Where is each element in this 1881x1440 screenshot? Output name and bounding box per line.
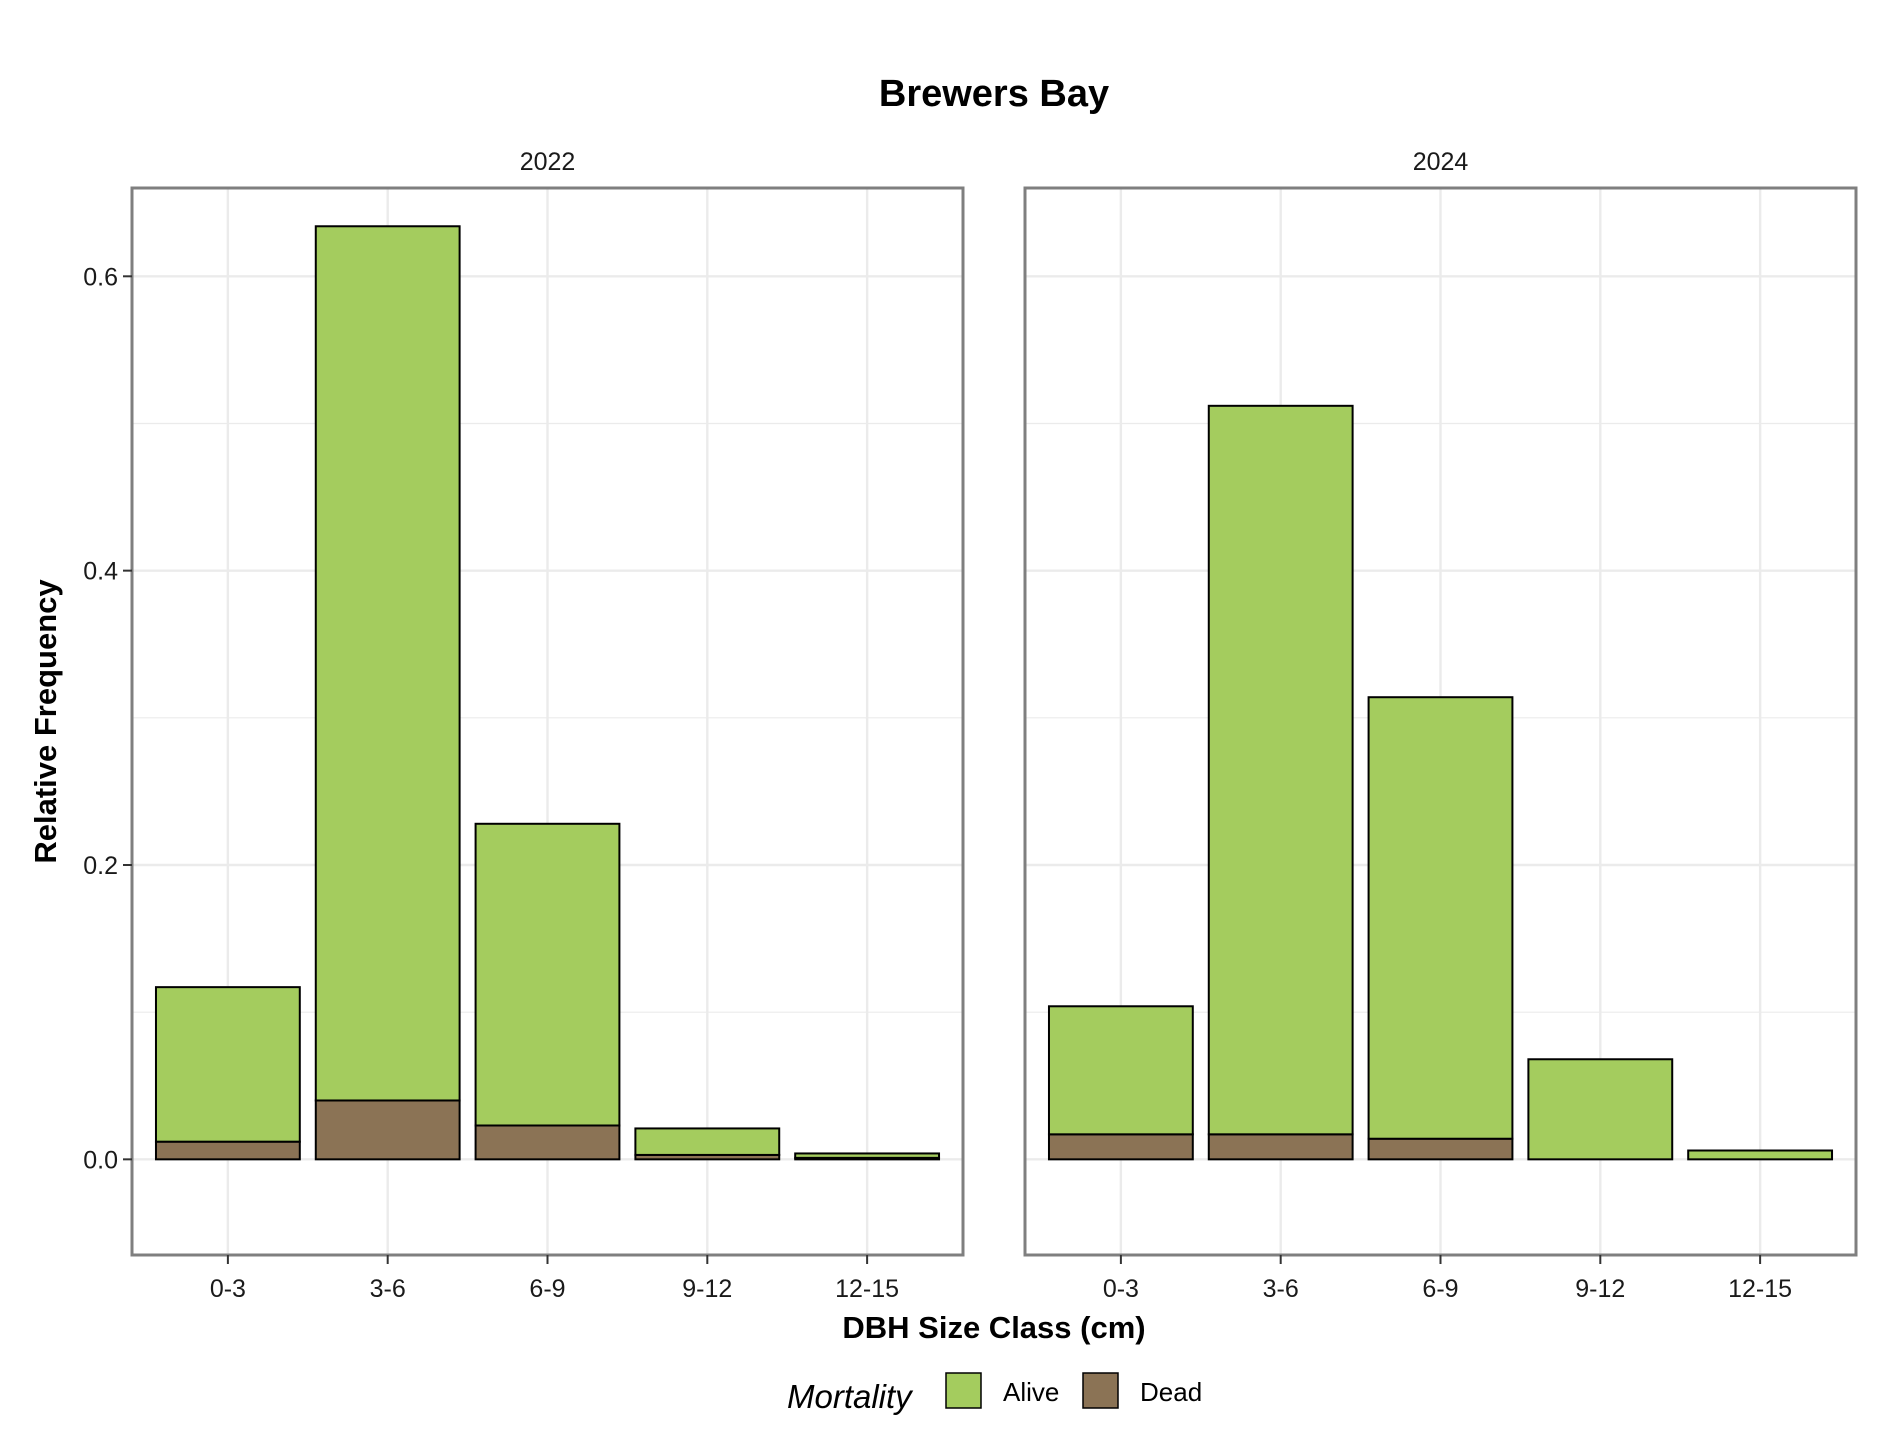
x-tick-label: 9-12 bbox=[1575, 1275, 1625, 1303]
facet-label: 2022 bbox=[520, 148, 576, 176]
bar-alive bbox=[154, 986, 301, 1143]
legend-title: Mortality bbox=[787, 1378, 914, 1415]
x-tick-label: 3-6 bbox=[370, 1275, 406, 1303]
bar-alive bbox=[1047, 1005, 1194, 1136]
bar-alive bbox=[314, 225, 461, 1102]
bar-dead bbox=[1367, 1137, 1514, 1161]
bar-alive bbox=[1527, 1058, 1674, 1161]
bar-dead bbox=[474, 1124, 621, 1161]
bar-alive bbox=[794, 1152, 941, 1159]
facet-label: 2024 bbox=[1413, 148, 1469, 176]
y-axis-title: Relative Frequency bbox=[28, 579, 63, 864]
x-tick-label: 3-6 bbox=[1263, 1275, 1299, 1303]
bar-dead bbox=[314, 1099, 461, 1161]
legend-label-dead: Dead bbox=[1140, 1377, 1202, 1407]
bar-dead bbox=[1207, 1133, 1354, 1161]
bar-alive bbox=[1367, 696, 1514, 1140]
x-tick-label: 0-3 bbox=[210, 1275, 246, 1303]
x-tick-label: 0-3 bbox=[1103, 1275, 1139, 1303]
x-tick-label: 6-9 bbox=[529, 1275, 565, 1303]
x-axis-title: DBH Size Class (cm) bbox=[842, 1310, 1145, 1345]
bar-alive bbox=[634, 1127, 781, 1156]
chart-title: Brewers Bay bbox=[879, 73, 1109, 115]
y-tick-label: 0.6 bbox=[83, 263, 118, 291]
bar-dead bbox=[1047, 1133, 1194, 1161]
bar-alive bbox=[1687, 1149, 1834, 1161]
x-tick-label: 6-9 bbox=[1422, 1275, 1458, 1303]
legend-swatch-alive bbox=[945, 1372, 982, 1409]
x-tick-label: 12-15 bbox=[835, 1275, 899, 1303]
x-tick-label: 9-12 bbox=[682, 1275, 732, 1303]
y-tick-label: 0.4 bbox=[83, 558, 118, 586]
bar-alive bbox=[474, 822, 621, 1127]
x-tick-label: 12-15 bbox=[1728, 1275, 1792, 1303]
y-tick-label: 0.2 bbox=[83, 852, 118, 880]
bar-dead bbox=[154, 1140, 301, 1161]
legend-label-alive: Alive bbox=[1003, 1377, 1059, 1407]
bar-alive bbox=[1207, 404, 1354, 1136]
legend-swatch-dead bbox=[1082, 1372, 1119, 1409]
y-tick-label: 0.0 bbox=[83, 1146, 118, 1174]
